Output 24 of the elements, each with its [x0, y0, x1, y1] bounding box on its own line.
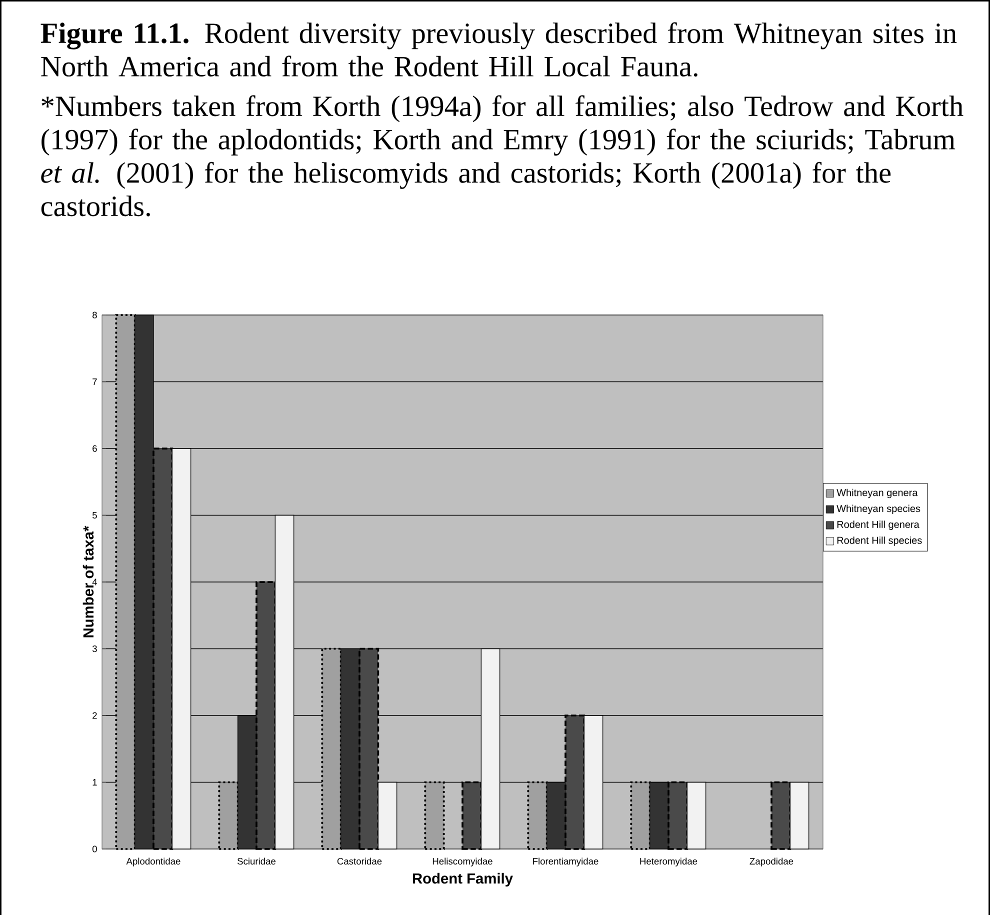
x-tick-label: Aplodontidae [126, 858, 180, 866]
x-tick-label: Castoridae [337, 858, 382, 865]
x-tick-label: Sciuridae [237, 858, 276, 865]
y-tick-label: 8 [92, 312, 97, 318]
legend-label: Rodent Hill genera [837, 520, 920, 530]
y-tick-label: 2 [92, 712, 97, 719]
y-tick-label: 5 [92, 512, 97, 519]
text: *Numbers taken from Korth (1994a) for all families; also Tedrow and Korth (1997) for the aplodontids; Korth and Emry (1991) for the sciurids; Tabrum et al. (2001) for the heliscomyids and castorids; Korth (2001a) for the castorids. [41, 95, 964, 216]
legend-label: Rodent Hill species [837, 536, 922, 546]
y-tick-label: 7 [92, 378, 97, 385]
x-tick-label: Heliscomyidae [432, 858, 492, 866]
x-tick-label: Florentiamyidae [533, 858, 598, 866]
y-axis-title: Number of taxa* [82, 526, 94, 638]
legend-label: Whitneyan species [836, 504, 920, 514]
y-tick-label: 3 [92, 645, 97, 652]
y-tick-label: 1 [92, 779, 97, 786]
y-tick-label: 0 [92, 846, 97, 852]
x-tick-label: Heteromyidae [640, 858, 698, 866]
x-axis-title: Rodent Family [412, 872, 513, 887]
x-tick-label: Zapodidae [750, 858, 794, 866]
legend-label: Whitneyan genera [836, 488, 918, 498]
y-tick-label: 6 [92, 445, 97, 452]
y-tick-label: 4 [92, 578, 98, 586]
chart-title: Figure 11.1. Rodent diversity previously described from Whitneyan sites in North America and from the Rodent Hill Local Fauna. [40, 22, 957, 77]
